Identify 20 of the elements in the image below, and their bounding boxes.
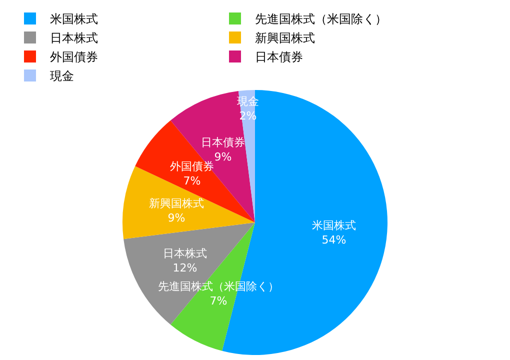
legend-label: 先進国株式（米国除く） xyxy=(255,12,387,26)
data-label: 12% xyxy=(172,261,198,274)
data-label: 54% xyxy=(322,233,346,246)
pie-slice xyxy=(135,120,255,222)
legend-label: 新興国株式 xyxy=(255,31,315,46)
legend-label: 外国債券 xyxy=(50,50,98,64)
slice-label: 日本株式 xyxy=(163,247,207,260)
pie-slice xyxy=(124,222,255,325)
legend-label: 米国株式 xyxy=(50,12,98,26)
slice-label: 外国債券 xyxy=(170,160,214,173)
legend-label: 日本株式 xyxy=(50,31,98,46)
legend-label: 現金 xyxy=(50,69,74,84)
slice-label: 日本債券 xyxy=(201,136,245,149)
slice-label: 米国株式 xyxy=(312,219,356,232)
data-label: 7% xyxy=(183,174,201,188)
slice-label: 新興国株式 xyxy=(149,197,204,210)
data-label: 9% xyxy=(214,150,232,164)
data-label: 7% xyxy=(210,294,228,308)
legend-label: 日本債券 xyxy=(255,50,303,64)
data-label: 9% xyxy=(168,211,186,224)
